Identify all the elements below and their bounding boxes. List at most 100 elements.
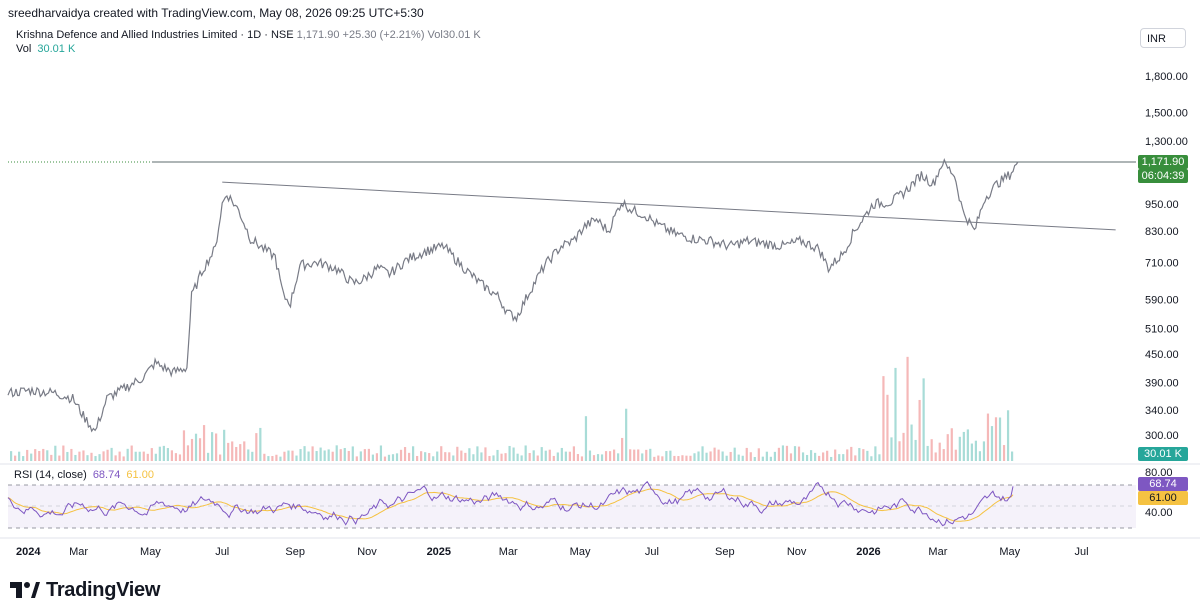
volume-bar (709, 451, 712, 461)
volume-bar (890, 437, 893, 461)
price-axis[interactable]: 1,800.00 1,500.00 1,300.00 950.00 830.00 710.… (1138, 71, 1188, 519)
rsi-line (7, 480, 1014, 527)
volume-bar (520, 455, 523, 461)
volume-bar (1010, 451, 1014, 461)
volume-bar (673, 455, 676, 461)
rsi-title[interactable]: RSI (14, close) (14, 469, 87, 481)
volume-bar (942, 449, 945, 461)
volume-bar (363, 449, 366, 461)
volume-bar (576, 454, 580, 461)
volume-bar (737, 454, 740, 461)
tradingview-logo-icon (10, 582, 40, 598)
rsi-value: 68.74 (92, 469, 121, 481)
volume-bar (182, 430, 186, 461)
volume-bar (677, 456, 680, 461)
volume-bar (978, 451, 982, 461)
volume-bar (1006, 410, 1010, 461)
brand-name: TradingView (46, 578, 161, 601)
rsi-ma-value: 61.00 (126, 469, 154, 481)
volume-bar (319, 447, 322, 461)
volume-bar (178, 454, 182, 461)
volume-bar (749, 452, 752, 461)
volume-bar (138, 451, 141, 461)
time-axis-label: Mar (499, 546, 518, 558)
volume-bar (387, 454, 391, 461)
brand-logo[interactable]: TradingView (10, 579, 160, 601)
volume-bar (516, 453, 519, 461)
volume-bar (838, 454, 841, 461)
volume-bar (910, 424, 913, 461)
price-series (7, 158, 1019, 433)
time-axis-label: 2026 (856, 546, 880, 558)
volume-bar (970, 443, 973, 461)
volume-bar (307, 451, 310, 461)
volume-bar (492, 455, 495, 461)
volume-bar (898, 441, 901, 461)
volume-bar (982, 441, 986, 461)
volume-bar (106, 449, 109, 461)
volume-bar (379, 445, 383, 461)
volume-bar (717, 449, 720, 461)
volume-bar (938, 442, 941, 461)
volume-bar (608, 451, 612, 461)
volume-bar (26, 449, 29, 461)
volume-bar (227, 442, 230, 461)
symbol-title[interactable]: Krishna Defence and Allied Industries Li… (16, 29, 294, 41)
time-axis[interactable]: 2024 Mar May Jul Sep Nov 2025 Mar May Jul Sep Nov 20… (16, 546, 1089, 558)
volume-bar (110, 447, 113, 461)
volume-bar (74, 454, 77, 461)
volume-bar (649, 448, 652, 461)
volume-bar (496, 449, 499, 461)
time-axis-label: 2024 (16, 546, 41, 558)
volume-bar (990, 426, 994, 461)
volume-bar (645, 449, 648, 461)
currency-button[interactable]: INR (1140, 28, 1186, 48)
volume-bar (190, 438, 194, 461)
time-axis-label: Sep (715, 546, 735, 558)
price-axis-label: 1,800.00 (1145, 71, 1188, 83)
chart-caption: sreedharvaidya created with TradingView.… (8, 6, 424, 20)
volume-bar (436, 451, 439, 461)
volume-bar (403, 447, 407, 461)
volume-bar (331, 451, 334, 461)
volume-bar (930, 439, 933, 461)
time-axis-label: 2025 (427, 546, 451, 558)
volume-bar (657, 455, 660, 461)
volume-bar (468, 448, 471, 461)
volume-bar (456, 446, 459, 461)
volume-inline: Vol30.01 K (427, 29, 481, 41)
volume-bar (62, 445, 65, 461)
volume-bar (279, 456, 282, 461)
last-price: 1,171.90 (296, 29, 340, 41)
volume-bar (452, 455, 455, 461)
volume-bar (82, 450, 85, 461)
volume-bar (697, 451, 700, 461)
volume-bar (665, 451, 668, 461)
symbol-legend: Krishna Defence and Allied Industries Li… (16, 29, 481, 41)
volume-bar (444, 452, 447, 461)
volume-bar (653, 456, 656, 461)
volume-bar (669, 450, 672, 461)
volume-bar (90, 452, 93, 461)
volume-bar (295, 455, 298, 461)
trendline[interactable] (222, 181, 1116, 231)
volume-bar (351, 446, 354, 461)
volume-bar (78, 451, 81, 461)
volume-label: Vol (16, 43, 32, 55)
volume-bar (842, 454, 845, 461)
volume-bar (335, 445, 338, 461)
rsi-value-tag-text: 68.74 (1149, 478, 1177, 490)
volume-bar (432, 456, 435, 461)
volume-bar (251, 451, 254, 461)
price-axis-label: 510.00 (1145, 324, 1179, 336)
volume-bar (223, 429, 226, 461)
volume-bar (552, 455, 555, 461)
volume-bar (962, 431, 965, 461)
volume-bar (323, 450, 326, 461)
volume-bar (613, 449, 616, 461)
volume-bar (633, 449, 636, 461)
volume-bar (383, 456, 387, 461)
volume-bar (681, 455, 684, 461)
volume-bar (600, 454, 604, 461)
